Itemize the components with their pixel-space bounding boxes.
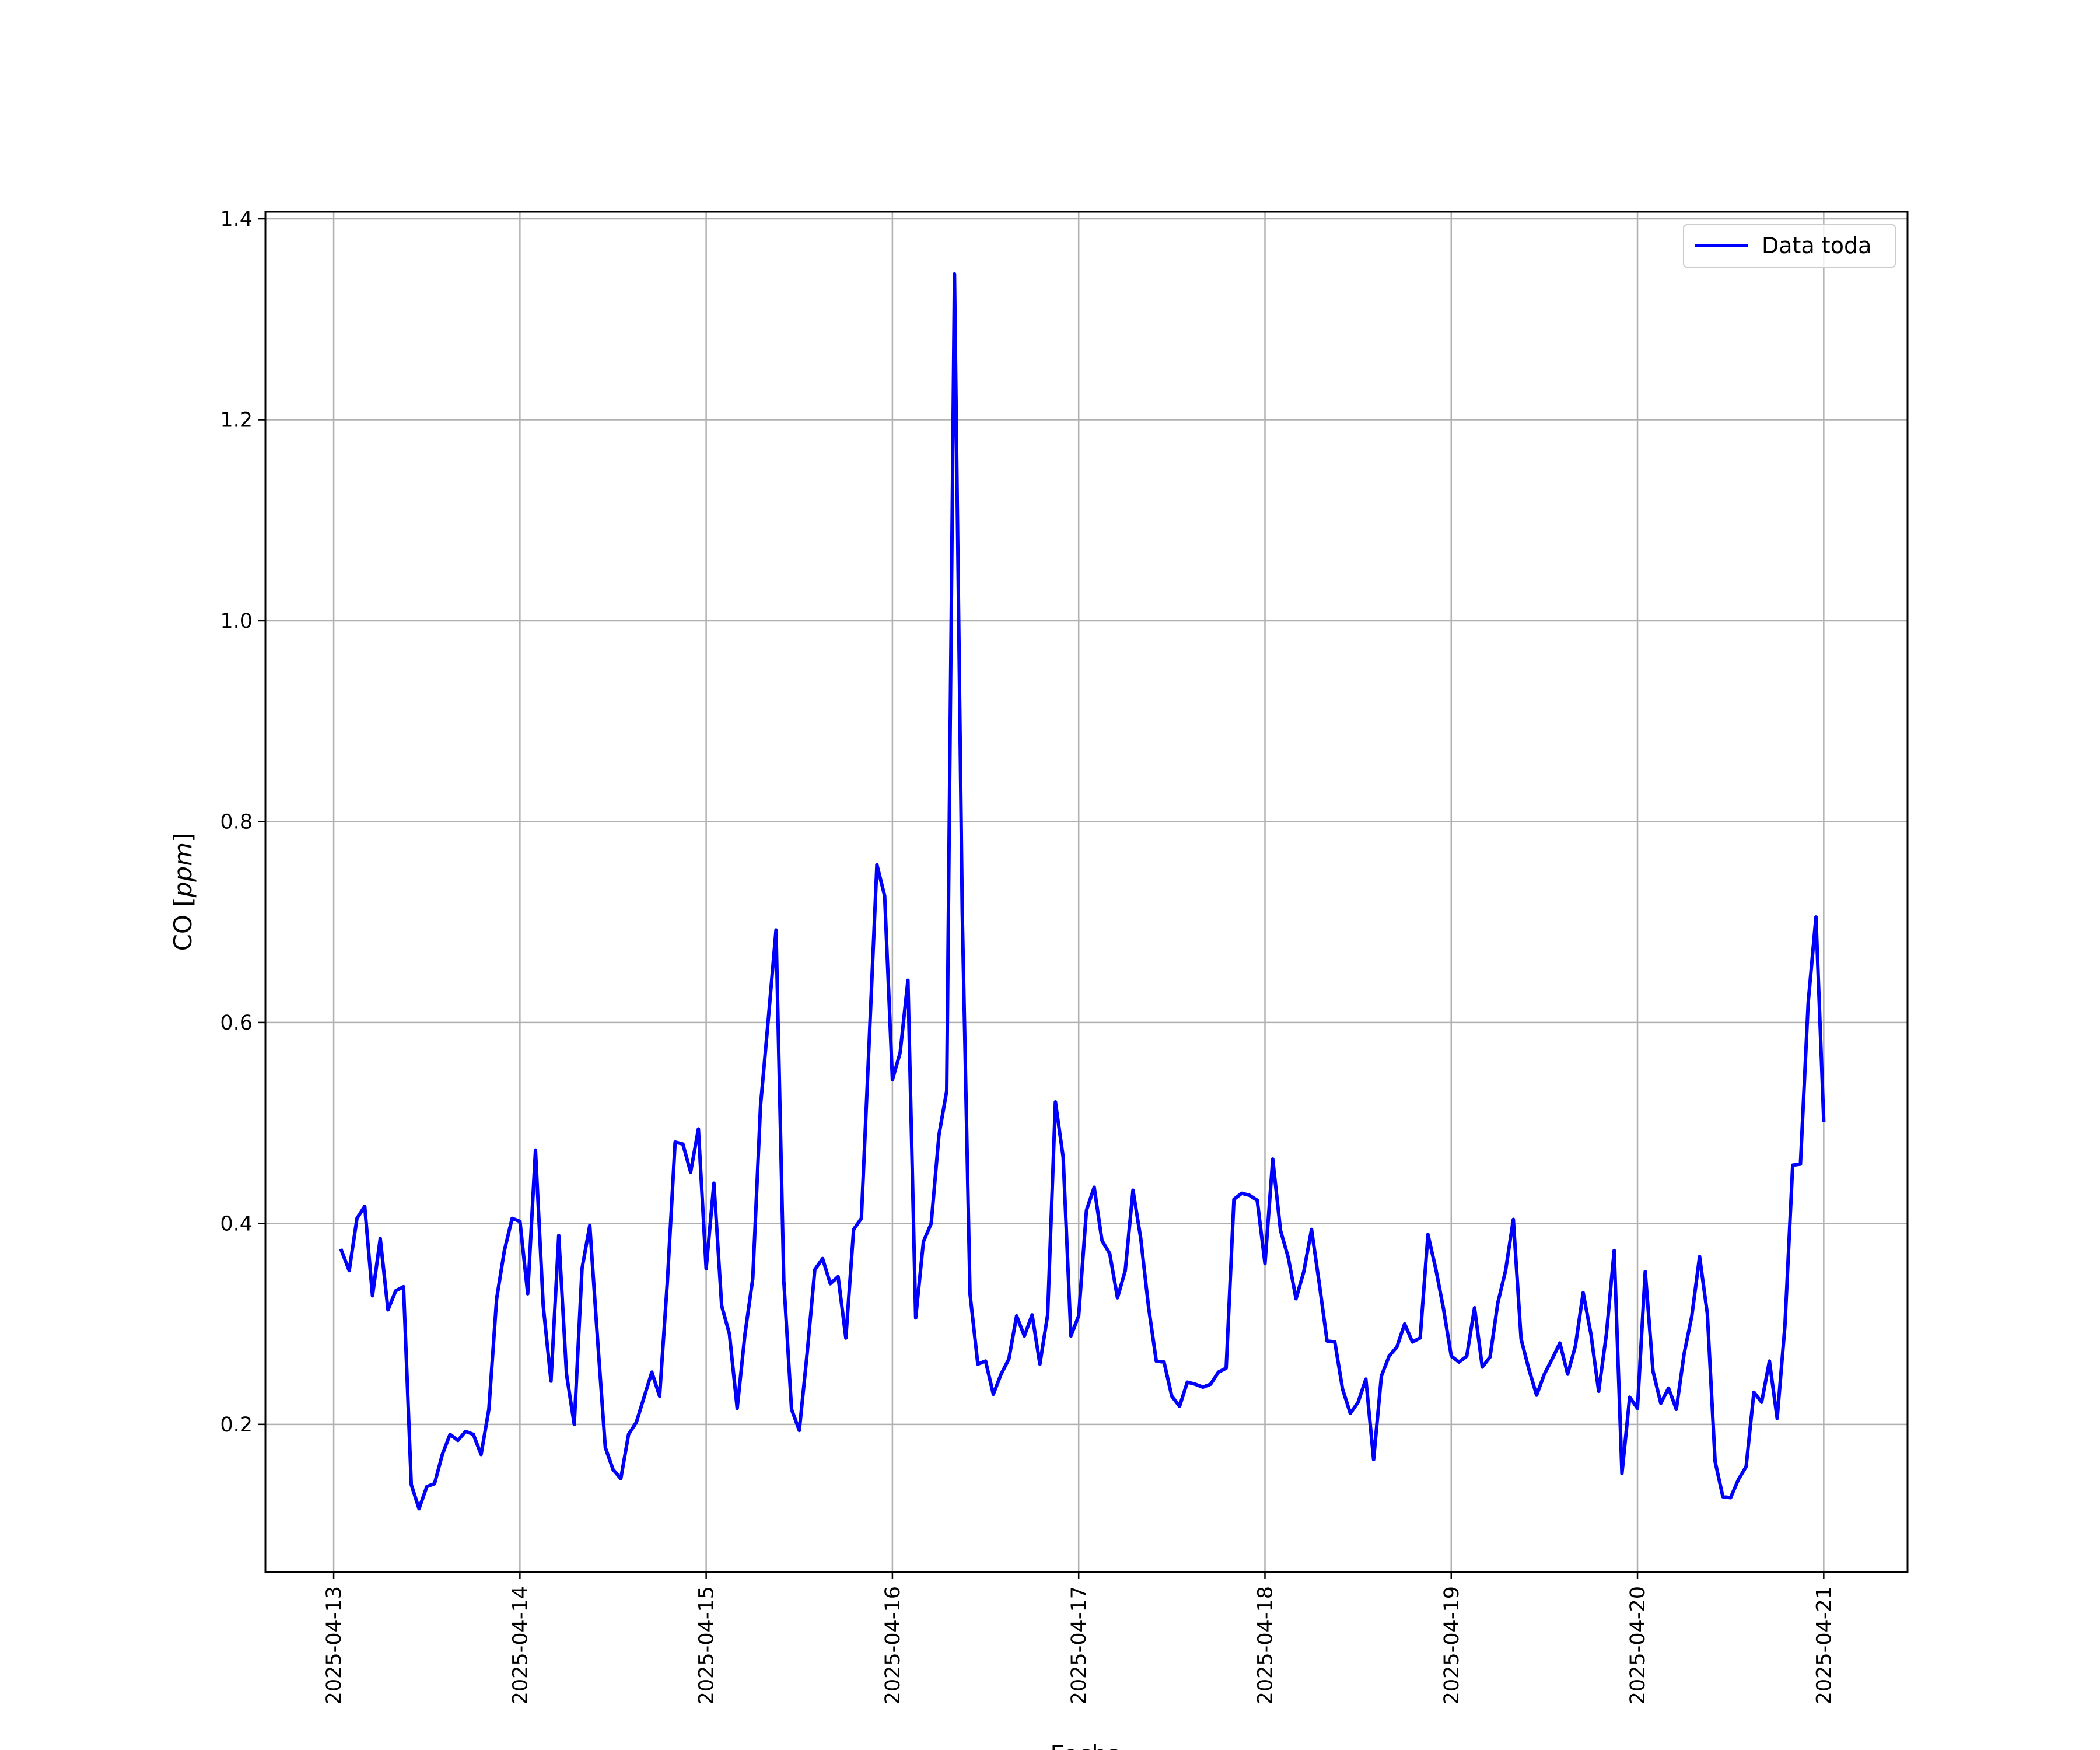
legend-label: Data toda [1762,233,1871,258]
x-tick-label: 2025-04-15 [695,1586,719,1704]
ticks: 2025-04-13 2025-04-14 2025-04-15 2025-04-16… [220,208,1836,1704]
x-tick-label: 2025-04-14 [509,1586,532,1704]
y-axis-label-name: CO [169,915,197,951]
y-tick-label: 1.4 [220,208,253,231]
x-tick-label: 2025-04-20 [1626,1586,1650,1704]
x-tick-label: 2025-04-16 [881,1586,905,1704]
legend-box [1683,224,1896,268]
x-tick-label: 2025-04-18 [1254,1586,1277,1704]
x-tick-label: 2025-04-21 [1812,1586,1836,1704]
x-tick-label: 2025-04-13 [323,1586,346,1704]
series-layer [339,272,1826,1511]
series-line-0 [339,272,1826,1511]
grid [265,212,1908,1572]
y-tick-label: 0.8 [220,810,253,834]
legend: Data toda [1683,224,1896,268]
y-tick-label: 0.2 [220,1413,253,1437]
y-tick-label: 1.2 [220,409,253,432]
y-tick-label: 0.6 [220,1012,253,1035]
y-tick-label: 0.4 [220,1212,253,1236]
x-axis-label: Fecha [1050,1740,1122,1750]
y-axis-label-unit: ppm [169,842,197,898]
y-axis-label: CO [ppm] [169,833,197,951]
x-tick-label: 2025-04-17 [1068,1586,1091,1704]
plot-frame [264,211,1909,1573]
y-tick-label: 1.0 [220,610,253,633]
x-tick-label: 2025-04-19 [1440,1586,1464,1704]
